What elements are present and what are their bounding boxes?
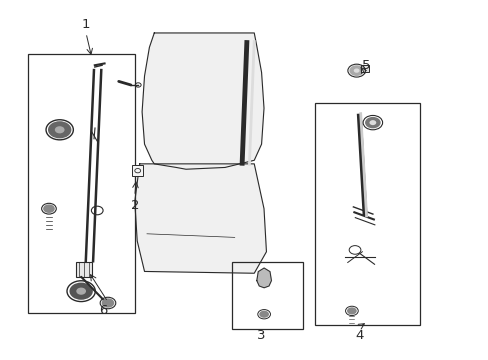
Bar [315, 103, 419, 325]
Circle shape [55, 126, 64, 134]
Bar [27, 54, 135, 313]
Polygon shape [142, 33, 264, 169]
Bar [232, 262, 303, 329]
Polygon shape [256, 268, 271, 288]
Circle shape [102, 298, 114, 308]
Bar [76, 262, 92, 277]
Circle shape [346, 307, 356, 315]
Text: 6: 6 [99, 305, 107, 318]
Circle shape [259, 311, 268, 318]
Polygon shape [135, 164, 266, 273]
Text: 2: 2 [130, 199, 139, 212]
Circle shape [365, 117, 380, 129]
Circle shape [43, 204, 55, 213]
Circle shape [69, 283, 93, 300]
Text: 1: 1 [81, 18, 90, 31]
Text: 3: 3 [257, 329, 265, 342]
Circle shape [353, 68, 359, 73]
Circle shape [76, 288, 86, 295]
Text: 5: 5 [362, 59, 370, 72]
Circle shape [48, 121, 71, 138]
Bar [360, 64, 368, 72]
Circle shape [348, 65, 363, 76]
Text: 4: 4 [354, 329, 363, 342]
Bar [132, 165, 143, 176]
Circle shape [369, 120, 375, 125]
